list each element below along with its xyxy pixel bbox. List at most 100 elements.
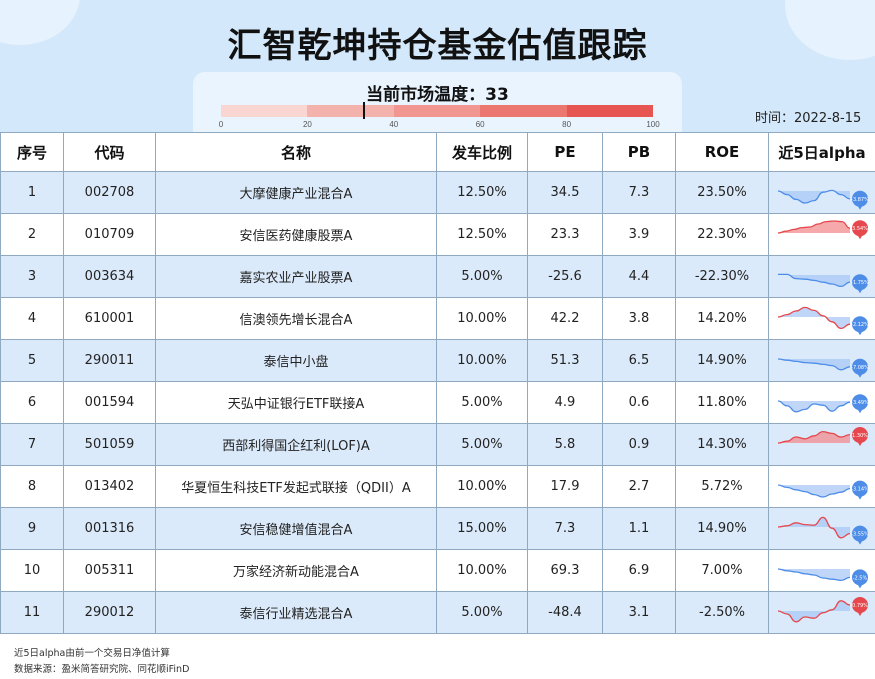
alpha-badge — [852, 393, 868, 410]
column-header-roe: ROE — [675, 132, 769, 172]
alpha-sparkline: -2.12% — [777, 306, 869, 335]
temperature-tick-label: 100 — [646, 120, 660, 129]
alpha-value: -2.12% — [851, 322, 869, 328]
column-header-no: 序号 — [0, 132, 64, 172]
pe-value: 34.5 — [527, 171, 603, 214]
pb-value: 3.9 — [602, 213, 676, 256]
fund-name: 嘉实农业产业股票A — [155, 255, 437, 298]
alpha-sparkline: -3.14% — [777, 480, 869, 500]
roe-value: 22.30% — [675, 213, 769, 256]
sparkline-area — [778, 516, 850, 538]
temperature-tick-label: 0 — [218, 120, 224, 129]
fund-name: 安信医药健康股票A — [155, 213, 437, 256]
pb-value: 7.3 — [602, 171, 676, 214]
sparkline-line — [777, 219, 851, 234]
sparkline-line — [777, 306, 851, 329]
sparkline-line — [777, 516, 851, 538]
pb-value: 0.9 — [602, 423, 676, 466]
row-number: 2 — [0, 213, 64, 256]
row-number: 11 — [0, 591, 64, 634]
header-banner: 汇智乾坤持仓基金估值跟踪 当前市场温度：33 0 20 40 60 80 100 时间：2… — [0, 0, 875, 132]
pb-value: 2.7 — [602, 465, 676, 508]
table-row: 10 005311 万家经济新动能混合A 10.00% 69.3 6.9 7.00% -2.5… — [0, 549, 875, 592]
pe-value: 51.3 — [527, 339, 603, 382]
alpha-value: -3.14% — [851, 486, 869, 492]
roe-value: -22.30% — [675, 255, 769, 298]
column-header-pe: PE — [527, 132, 603, 172]
pe-value: 4.9 — [527, 381, 603, 424]
fund-code: 290011 — [63, 339, 156, 382]
alpha-value: 0.79% — [852, 603, 868, 609]
alpha-sparkline-cell: -1.75% — [768, 255, 875, 298]
sparkline-line — [777, 483, 851, 498]
allocation-ratio: 10.00% — [436, 297, 528, 340]
alpha-sparkline-cell: -3.55% — [768, 507, 875, 550]
temperature-tick-label: 20 — [302, 120, 312, 129]
fund-code: 002708 — [63, 171, 156, 214]
allocation-ratio: 10.00% — [436, 339, 528, 382]
sparkline-line — [777, 357, 851, 370]
pe-value: 42.2 — [527, 297, 603, 340]
row-number: 5 — [0, 339, 64, 382]
fund-name: 泰信中小盘 — [155, 339, 437, 382]
alpha-value: -1.75% — [851, 280, 869, 286]
alpha-badge-pointer — [857, 494, 863, 500]
table-row: 6 001594 天弘中证银行ETF联接A 5.00% 4.9 0.6 11.80% -3.4… — [0, 381, 875, 424]
fund-name: 安信稳健增值混合A — [155, 507, 437, 550]
allocation-ratio: 5.00% — [436, 591, 528, 634]
allocation-ratio: 12.50% — [436, 171, 528, 214]
alpha-sparkline-cell: -2.12% — [768, 297, 875, 340]
alpha-badge-pointer — [857, 440, 863, 446]
allocation-ratio: 5.00% — [436, 381, 528, 424]
table-row: 1 002708 大摩健康产业混合A 12.50% 34.5 7.3 23.50% -3.87… — [0, 171, 875, 214]
row-number: 4 — [0, 297, 64, 340]
fund-code: 013402 — [63, 465, 156, 508]
alpha-badge-pointer — [857, 233, 863, 239]
column-header-code: 代码 — [63, 132, 156, 172]
fund-name: 万家经济新动能混合A — [155, 549, 437, 592]
fund-code: 001594 — [63, 381, 156, 424]
pb-value: 6.9 — [602, 549, 676, 592]
column-header-name: 名称 — [155, 132, 437, 172]
alpha-sparkline: -2.5% — [777, 567, 868, 588]
fund-name: 天弘中证银行ETF联接A — [155, 381, 437, 424]
pe-value: 17.9 — [527, 465, 603, 508]
sparkline-line — [777, 567, 851, 581]
alpha-sparkline-cell: -2.5% — [768, 549, 875, 592]
fund-name: 西部利得国企红利(LOF)A — [155, 423, 437, 466]
alpha-badge — [852, 273, 868, 290]
alpha-badge-pointer — [857, 204, 863, 210]
alpha-badge — [852, 219, 868, 236]
footer-source: 数据来源：盈米简答研究院、同花顺iFinD — [14, 664, 190, 675]
fund-code: 010709 — [63, 213, 156, 256]
roe-value: 11.80% — [675, 381, 769, 424]
alpha-sparkline: -3.55% — [777, 516, 869, 545]
row-number: 6 — [0, 381, 64, 424]
allocation-ratio: 10.00% — [436, 549, 528, 592]
footer-note: 近5日alpha由前一个交易日净值计算 — [14, 648, 170, 659]
alpha-badge-pointer — [857, 582, 863, 588]
table-row: 8 013402 华夏恒生科技ETF发起式联接（QDII）A 10.00% 17.9 2.… — [0, 465, 875, 508]
alpha-value: -3.49% — [851, 400, 869, 406]
alpha-sparkline-cell: -3.49% — [768, 381, 875, 424]
temperature-segment — [307, 105, 394, 117]
alpha-sparkline: 3.54% — [777, 219, 868, 239]
table-header-row: 序号 代码 名称 发车比例 PE PB ROE 近5日alpha — [0, 132, 875, 172]
temperature-marker — [362, 102, 365, 119]
fund-name: 泰信行业精选混合A — [155, 591, 437, 634]
sparkline-area — [778, 600, 850, 622]
table-row: 11 290012 泰信行业精选混合A 5.00% -48.4 3.1 -2.50% 0.79… — [0, 591, 875, 634]
pe-value: 69.3 — [527, 549, 603, 592]
pb-value: 1.1 — [602, 507, 676, 550]
fund-table: 序号 代码 名称 发车比例 PE PB ROE 近5日alpha 1 002708… — [0, 132, 875, 634]
roe-value: 14.30% — [675, 423, 769, 466]
pe-value: 5.8 — [527, 423, 603, 466]
alpha-sparkline: -7.08% — [777, 357, 869, 378]
alpha-badge — [852, 315, 868, 332]
allocation-ratio: 12.50% — [436, 213, 528, 256]
table-row: 9 001316 安信稳健增值混合A 15.00% 7.3 1.1 14.90% -3.55% — [0, 507, 875, 550]
allocation-ratio: 5.00% — [436, 255, 528, 298]
pe-value: 7.3 — [527, 507, 603, 550]
alpha-sparkline-cell: 1.30% — [768, 423, 875, 466]
row-number: 7 — [0, 423, 64, 466]
